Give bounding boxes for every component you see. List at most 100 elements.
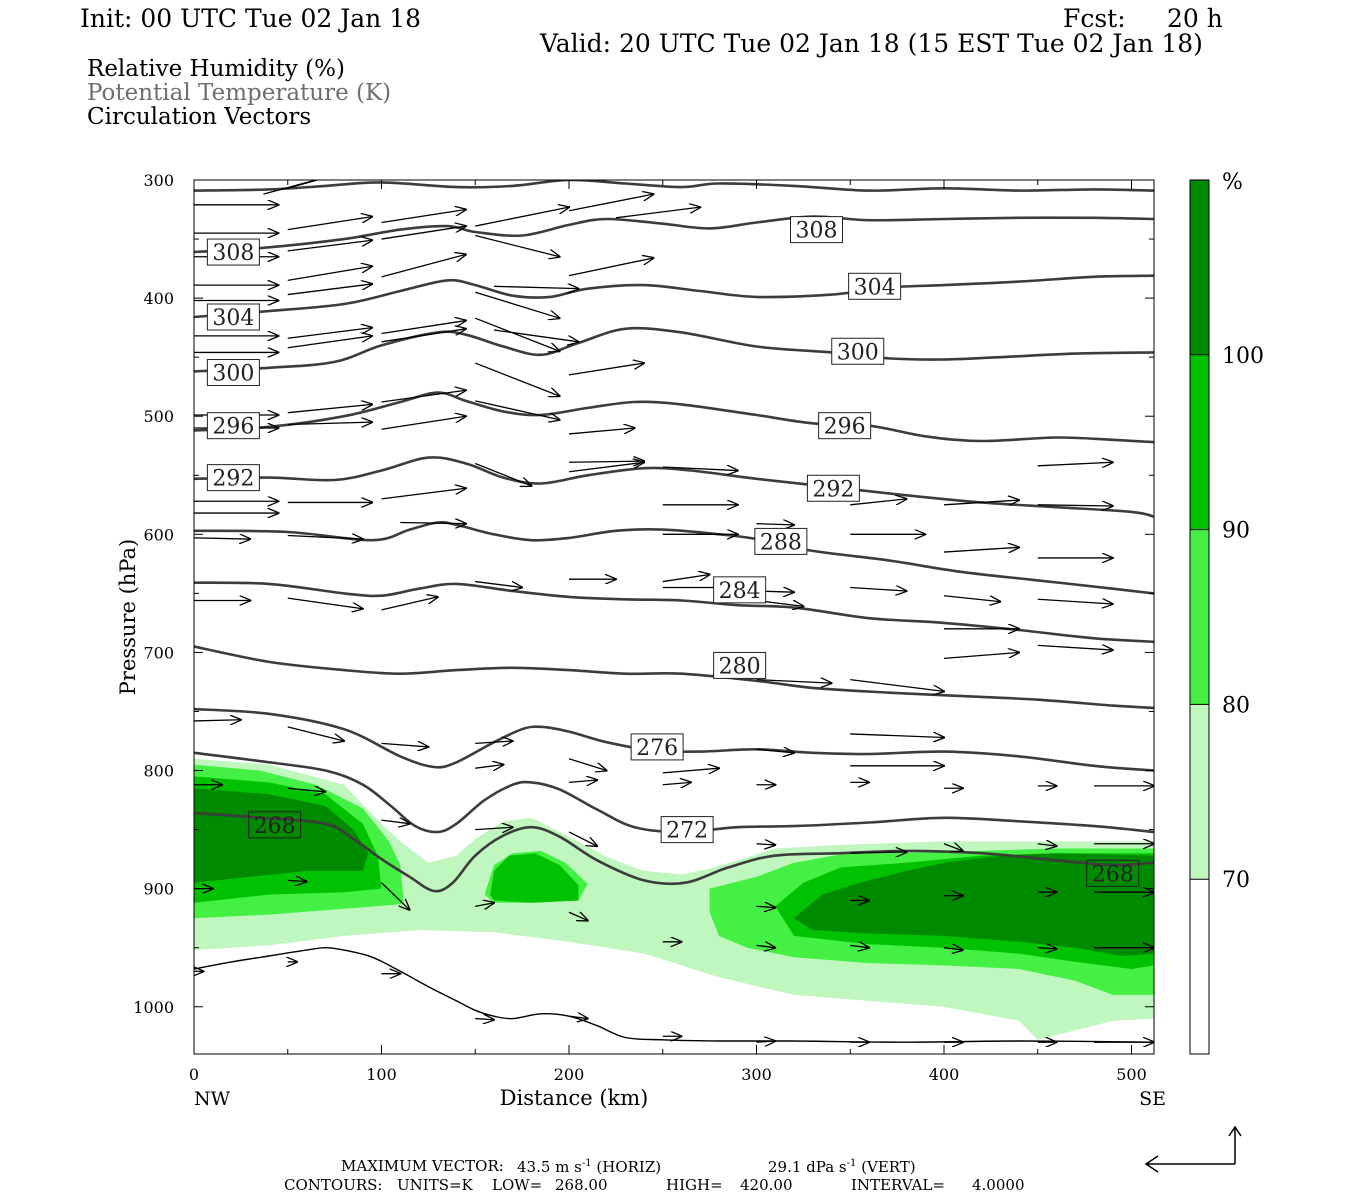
circulation-vector <box>475 317 559 351</box>
footer-low-label: LOW= <box>492 1176 543 1194</box>
contour-label-box <box>790 216 843 244</box>
colorbar: 70 80 90 100% <box>1189 170 1264 1055</box>
circulation-vector <box>287 328 372 339</box>
circulation-vector <box>943 547 1019 552</box>
contour-label-box <box>660 816 714 844</box>
circulation-vector <box>662 574 710 583</box>
circulation-vector <box>568 363 644 376</box>
circulation-vector <box>287 597 363 609</box>
plot-frame <box>193 179 1155 1055</box>
circulation-vector <box>568 462 644 473</box>
contour-label-text: 268 <box>254 814 296 839</box>
circulation-vector <box>943 844 963 851</box>
circulation-vector <box>194 720 241 721</box>
theta-contour-292 <box>194 456 1154 518</box>
y-tick-label: 600 <box>143 525 174 544</box>
contour-label-box <box>206 303 260 331</box>
circulation-vector <box>381 226 466 240</box>
circulation-vector <box>475 1019 494 1020</box>
contour-label-text: 284 <box>719 579 761 604</box>
forecast-hour: 20 h <box>1167 4 1223 33</box>
circulation-vector <box>756 749 795 753</box>
field-rh-label: Relative Humidity (%) <box>87 56 345 82</box>
rh-region-70 <box>194 758 1154 1040</box>
circulation-vector <box>287 336 372 349</box>
contour-label-268: 268 <box>248 811 302 839</box>
theta-contour-308 <box>194 215 1154 254</box>
valid-time: Valid: 20 UTC Tue 02 Jan 18 (15 EST Tue … <box>540 29 1203 58</box>
circulation-vector <box>943 652 1019 659</box>
contour-label-280: 280 <box>713 651 767 679</box>
plot-axes: 300 400 500 600 700 800 900 1000 0 100 200 300 400 50… <box>116 171 1166 1110</box>
circulation-vector <box>850 852 906 853</box>
circulation-vector <box>493 286 578 288</box>
circulation-vector <box>475 580 522 588</box>
circulation-vector <box>1037 948 1057 949</box>
rh-region-90 <box>490 853 579 903</box>
colorbar-label: 100 <box>1222 344 1264 369</box>
contour-label-box <box>206 238 260 266</box>
circulation-vector <box>475 234 559 257</box>
circulation-vector <box>662 782 691 784</box>
circulation-vector <box>850 678 944 692</box>
circulation-vector <box>850 734 944 738</box>
circulation-vector <box>756 906 776 907</box>
colorbar-label: 90 <box>1222 519 1250 544</box>
x-tick-label: 0 <box>189 1065 199 1084</box>
circulation-vector <box>568 780 597 782</box>
footer-max-vector-label: MAXIMUM VECTOR: <box>341 1157 504 1175</box>
se-end-label: SE <box>1139 1088 1166 1110</box>
footer-interval-label: INTERVAL= <box>851 1176 945 1194</box>
circulation-vector <box>381 390 466 403</box>
theta-contour-276 <box>194 707 1154 772</box>
colorbar-segment <box>1190 704 1209 880</box>
forecast-label: Fcst: <box>1063 4 1126 33</box>
circulation-vector <box>263 180 319 195</box>
circulation-vector <box>493 329 578 342</box>
circulation-vector <box>568 1016 588 1018</box>
colorbar-segment <box>1190 879 1209 1054</box>
circulation-vector <box>287 240 372 252</box>
circulation-vector <box>568 831 597 846</box>
footer-low-value: 268.00 <box>555 1176 608 1194</box>
relative-humidity-shading <box>194 758 1154 1040</box>
contour-label-308: 308 <box>206 238 260 266</box>
circulation-vector <box>568 194 653 212</box>
circulation-vector <box>662 467 738 471</box>
contour-label-text: 276 <box>636 736 678 761</box>
circulation-vector <box>475 903 494 907</box>
circulation-vector <box>381 210 466 224</box>
contour-label-box <box>713 576 767 604</box>
circulation-vector <box>475 207 569 227</box>
contour-label-box <box>206 412 260 440</box>
contour-label-text: 292 <box>812 477 854 502</box>
footer-units: UNITS=K <box>397 1176 473 1194</box>
footer-contours-label: CONTOURS: <box>284 1176 383 1194</box>
circulation-vector <box>194 538 250 539</box>
circulation-vector <box>850 499 906 506</box>
circulation-vector <box>475 462 531 485</box>
circulation-vector <box>475 827 513 829</box>
y-tick-label: 900 <box>143 880 174 899</box>
contour-label-text: 268 <box>1092 862 1134 887</box>
contour-label-box <box>713 651 767 679</box>
contour-label-box <box>206 464 260 492</box>
x-tick-label: 200 <box>554 1065 585 1084</box>
footer-high-value: 420.00 <box>740 1176 793 1194</box>
theta-contour-272 <box>194 751 1154 834</box>
circulation-vector <box>943 595 1000 602</box>
circulation-vector <box>287 536 363 540</box>
circulation-vector <box>568 758 607 771</box>
colorbar-label: 80 <box>1222 693 1250 718</box>
circulation-vector <box>756 1041 776 1042</box>
contour-label-296: 296 <box>818 412 872 440</box>
contour-label-292: 292 <box>806 474 860 502</box>
reference-vector-icon <box>1144 1125 1242 1173</box>
circulation-vector <box>287 880 307 881</box>
circulation-vector <box>381 488 466 500</box>
y-axis-label: Pressure (hPa) <box>116 539 140 695</box>
colorbar-segment <box>1190 180 1209 355</box>
circulation-vector <box>381 820 410 824</box>
x-tick-label: 400 <box>929 1065 960 1084</box>
